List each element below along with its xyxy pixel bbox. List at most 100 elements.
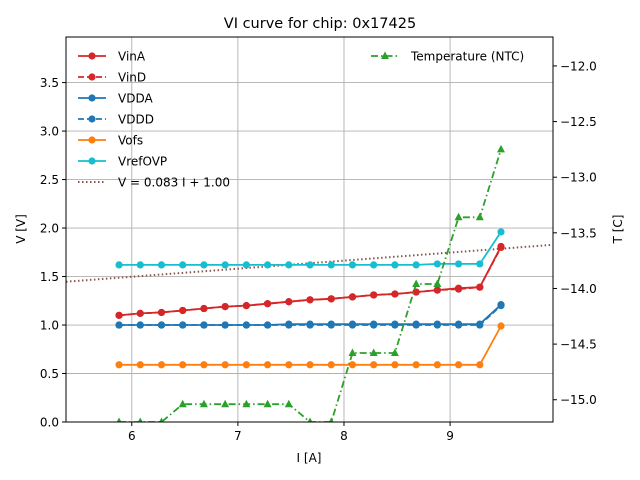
data-point [306, 361, 314, 369]
data-point [116, 417, 122, 422]
data-point [263, 300, 272, 308]
data-point [200, 261, 208, 269]
data-point [328, 417, 334, 422]
series-layer [115, 144, 506, 422]
legend-entry: VDDD [78, 113, 154, 127]
data-point [199, 399, 208, 408]
data-point [263, 261, 272, 269]
legend-entry: VinD [78, 71, 146, 85]
legend-marker [88, 136, 96, 144]
data-point [390, 348, 399, 357]
data-point [242, 321, 250, 329]
x-tick-label: 9 [446, 429, 454, 443]
data-point [433, 361, 441, 369]
data-point [136, 309, 144, 317]
legend-entry: Vofs [78, 134, 143, 148]
y2-tick-label: −13.0 [560, 171, 597, 185]
data-point [157, 308, 166, 317]
legend-label: VDDA [118, 92, 153, 106]
data-point [476, 283, 484, 291]
legend-marker [88, 115, 96, 123]
chart-title: VI curve for chip: 0x17425 [224, 16, 416, 32]
data-point [454, 361, 463, 369]
data-point [242, 302, 250, 310]
y-axis-left: 0.0 0.5 1.0 1.5 2.0 2.5 3.0 3.5 [40, 76, 66, 430]
data-point [433, 279, 442, 288]
data-point [157, 361, 166, 369]
x-tick-label: 8 [340, 429, 348, 443]
series-vddd [115, 302, 505, 329]
axes-frame [65, 36, 554, 423]
data-point [137, 417, 143, 422]
y-tick-label: 2.5 [40, 173, 59, 187]
data-point [221, 399, 230, 408]
data-point [157, 261, 166, 269]
y2-tick-label: −14.5 [560, 338, 597, 352]
legend-marker [381, 51, 389, 59]
data-point [327, 361, 335, 369]
y2-tick-label: −15.0 [560, 393, 597, 407]
legend-label: Temperature (NTC) [410, 50, 524, 64]
data-point [497, 228, 505, 236]
data-point [391, 321, 399, 329]
data-point [136, 321, 144, 329]
data-point [179, 361, 187, 369]
data-point [285, 361, 293, 369]
y2-tick-label: −12.5 [560, 115, 597, 129]
data-point [159, 417, 164, 422]
data-point [263, 399, 272, 408]
data-point [348, 261, 357, 269]
y-tick-label: 2.0 [40, 222, 59, 236]
x-tick-label: 6 [128, 429, 136, 443]
data-point [454, 260, 463, 268]
data-point [179, 306, 187, 315]
y-tick-label: 0.0 [40, 416, 59, 430]
data-point [475, 212, 484, 221]
y2-tick-label: −14.0 [560, 282, 597, 296]
series-vofs [115, 322, 505, 369]
y2-axis-label: T [C] [611, 215, 625, 245]
legend-label: V = 0.083 I + 1.00 [118, 176, 230, 190]
data-point [263, 361, 272, 369]
y-tick-label: 3.0 [40, 125, 59, 139]
legend-label: Vofs [118, 134, 143, 148]
data-point [370, 261, 378, 269]
data-point [157, 321, 166, 329]
data-point [497, 144, 506, 153]
data-point [327, 261, 335, 269]
legend-entry: Temperature (NTC) [371, 50, 524, 64]
data-point [221, 321, 229, 329]
data-point [242, 261, 250, 269]
data-point [136, 261, 144, 269]
data-point [179, 321, 187, 329]
legend-entry: VDDA [78, 92, 153, 106]
legend-label: VinA [118, 50, 146, 64]
data-point [221, 361, 229, 369]
data-point [285, 298, 293, 306]
data-point [454, 285, 463, 293]
data-point [327, 321, 335, 329]
data-point [327, 295, 335, 303]
y2-tick-label: −12.0 [560, 59, 597, 73]
data-point [412, 279, 421, 288]
data-point [306, 321, 314, 329]
legend-marker [88, 157, 96, 165]
data-point [370, 321, 378, 329]
data-point [242, 399, 251, 408]
data-point [497, 322, 505, 330]
legend-label: VinD [118, 71, 146, 85]
legend-marker [88, 73, 96, 81]
data-point [412, 361, 420, 369]
x-axis-label: I [A] [297, 451, 322, 465]
data-point [263, 321, 272, 329]
data-point [306, 296, 314, 304]
data-point [306, 261, 314, 269]
y-tick-label: 0.5 [40, 367, 59, 381]
data-point [433, 321, 441, 329]
y-tick-label: 1.0 [40, 319, 59, 333]
data-point [391, 261, 399, 269]
y2-tick-label: −13.5 [560, 226, 597, 240]
legend-entry: V = 0.083 I + 1.00 [78, 176, 230, 190]
